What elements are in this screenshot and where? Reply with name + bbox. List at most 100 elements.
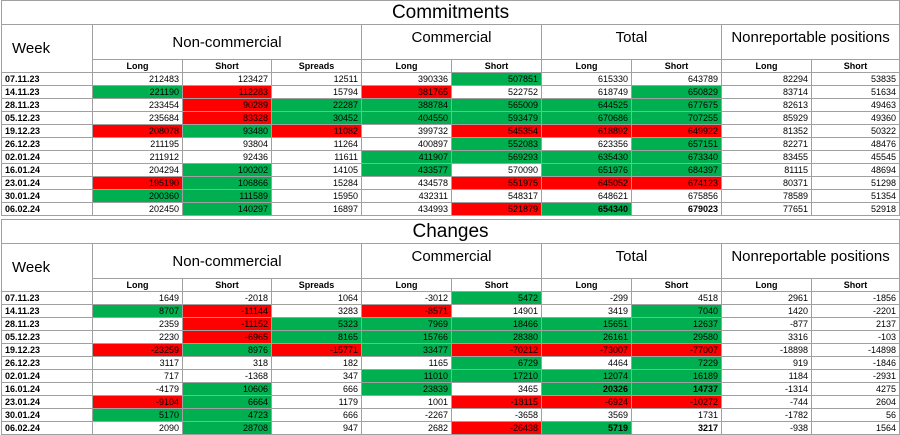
table-row: 19.12.23 -23259 8976 -15771 33477 -70212 -7300… — [1, 343, 900, 357]
value-cell: 1001 — [361, 395, 452, 409]
value-cell: 11010 — [361, 369, 452, 383]
value-cell: 200360 — [92, 189, 183, 203]
value-cell: 112283 — [182, 85, 272, 99]
value-cell: 8165 — [271, 330, 362, 344]
table-row: 23.01.24 -9104 6664 1179 1001 -18115 -6924 -102… — [1, 395, 900, 409]
value-cell: 212483 — [92, 72, 183, 86]
value-cell: 390336 — [361, 72, 452, 86]
week-cell: 16.01.24 — [1, 382, 93, 396]
value-cell: 7969 — [361, 317, 452, 331]
week-header: Week — [1, 243, 93, 292]
value-cell: -9104 — [92, 395, 183, 409]
value-cell: 4464 — [541, 356, 632, 370]
commercial-header: Commercial — [361, 243, 542, 279]
value-cell: -8571 — [361, 304, 452, 318]
value-cell: 48476 — [810, 137, 900, 151]
week-cell: 19.12.23 — [1, 343, 93, 357]
table-row: 07.11.23 1649 -2018 1064 -3012 5472 -299 4518 29… — [1, 291, 900, 305]
value-cell: 717 — [92, 369, 183, 383]
week-cell: 23.01.24 — [1, 395, 93, 409]
value-cell: -4179 — [92, 382, 183, 396]
value-cell: 77651 — [721, 202, 812, 216]
value-cell: 3117 — [92, 356, 183, 370]
value-cell: 82613 — [721, 98, 812, 112]
non-commercial-header: Non-commercial — [92, 24, 362, 60]
value-cell: -73007 — [541, 343, 632, 357]
week-cell: 28.11.23 — [1, 98, 93, 112]
value-cell: 20326 — [541, 382, 632, 396]
value-cell: 11264 — [271, 137, 362, 151]
value-cell: 53835 — [810, 72, 900, 86]
column-subheader: Short — [810, 59, 900, 73]
value-cell: 3569 — [541, 408, 632, 422]
value-cell: 221190 — [92, 85, 183, 99]
value-cell: 433577 — [361, 163, 452, 177]
value-cell: 623356 — [541, 137, 632, 151]
week-cell: 19.12.23 — [1, 124, 93, 138]
value-cell: 16189 — [631, 369, 722, 383]
table-row: 19.12.23 208078 93480 11082 399732 545354 6188… — [1, 124, 900, 138]
column-subheader: Short — [182, 278, 272, 292]
value-cell: 432311 — [361, 189, 452, 203]
value-cell: 11611 — [271, 150, 362, 164]
value-cell: 85929 — [721, 111, 812, 125]
column-subheader: Short — [451, 278, 542, 292]
value-cell: 211912 — [92, 150, 183, 164]
value-cell: 1165 — [361, 356, 452, 370]
value-cell: 2230 — [92, 330, 183, 344]
value-cell: 434993 — [361, 202, 452, 216]
column-subheader: Short — [451, 59, 542, 73]
value-cell: 51354 — [810, 189, 900, 203]
value-cell: 15651 — [541, 317, 632, 331]
value-cell: 666 — [271, 382, 362, 396]
value-cell: 1064 — [271, 291, 362, 305]
value-cell: 1184 — [721, 369, 812, 383]
value-cell: 17210 — [451, 369, 542, 383]
value-cell: -23259 — [92, 343, 183, 357]
value-cell: 33477 — [361, 343, 452, 357]
value-cell: 82271 — [721, 137, 812, 151]
value-cell: 618892 — [541, 124, 632, 138]
value-cell: 8976 — [182, 343, 272, 357]
value-cell: -2931 — [810, 369, 900, 383]
value-cell: 618749 — [541, 85, 632, 99]
value-cell: 81352 — [721, 124, 812, 138]
value-cell: -3658 — [451, 408, 542, 422]
value-cell: 106866 — [182, 176, 272, 190]
nonreportable-header: Nonreportable positions — [720, 243, 900, 279]
value-cell: 15766 — [361, 330, 452, 344]
value-cell: 552083 — [451, 137, 542, 151]
value-cell: 51298 — [810, 176, 900, 190]
value-cell: 49463 — [810, 98, 900, 112]
value-cell: 569293 — [451, 150, 542, 164]
table-row: 16.01.24 204294 100202 14105 433577 570090 651… — [1, 163, 900, 177]
value-cell: 919 — [721, 356, 812, 370]
total-header: Total — [541, 243, 722, 279]
value-cell: 650829 — [631, 85, 722, 99]
value-cell: 684397 — [631, 163, 722, 177]
table-row: 23.01.24 195190 106866 15284 434578 551975 645… — [1, 176, 900, 190]
value-cell: 23839 — [361, 382, 452, 396]
value-cell: -2201 — [810, 304, 900, 318]
column-subheader: Long — [361, 278, 452, 292]
value-cell: 666 — [271, 408, 362, 422]
value-cell: 507851 — [451, 72, 542, 86]
column-subheader: Spreads — [271, 59, 362, 73]
table-row: 06.02.24 202450 140297 16897 434993 521879 654… — [1, 202, 900, 216]
table-row: 14.11.23 221190 112283 15794 381765 522752 618… — [1, 85, 900, 99]
value-cell: 93480 — [182, 124, 272, 138]
value-cell: 565009 — [451, 98, 542, 112]
value-cell: 11082 — [271, 124, 362, 138]
value-cell: 15284 — [271, 176, 362, 190]
value-cell: 22287 — [271, 98, 362, 112]
value-cell: 51634 — [810, 85, 900, 99]
value-cell: 29580 — [631, 330, 722, 344]
week-cell: 26.12.23 — [1, 356, 93, 370]
value-cell: 551975 — [451, 176, 542, 190]
table-row: 05.12.23 2230 -6965 8165 15766 28380 26161 2958… — [1, 330, 900, 344]
value-cell: 48694 — [810, 163, 900, 177]
value-cell: 318 — [182, 356, 272, 370]
value-cell: 14105 — [271, 163, 362, 177]
value-cell: 2359 — [92, 317, 183, 331]
value-cell: 651976 — [541, 163, 632, 177]
